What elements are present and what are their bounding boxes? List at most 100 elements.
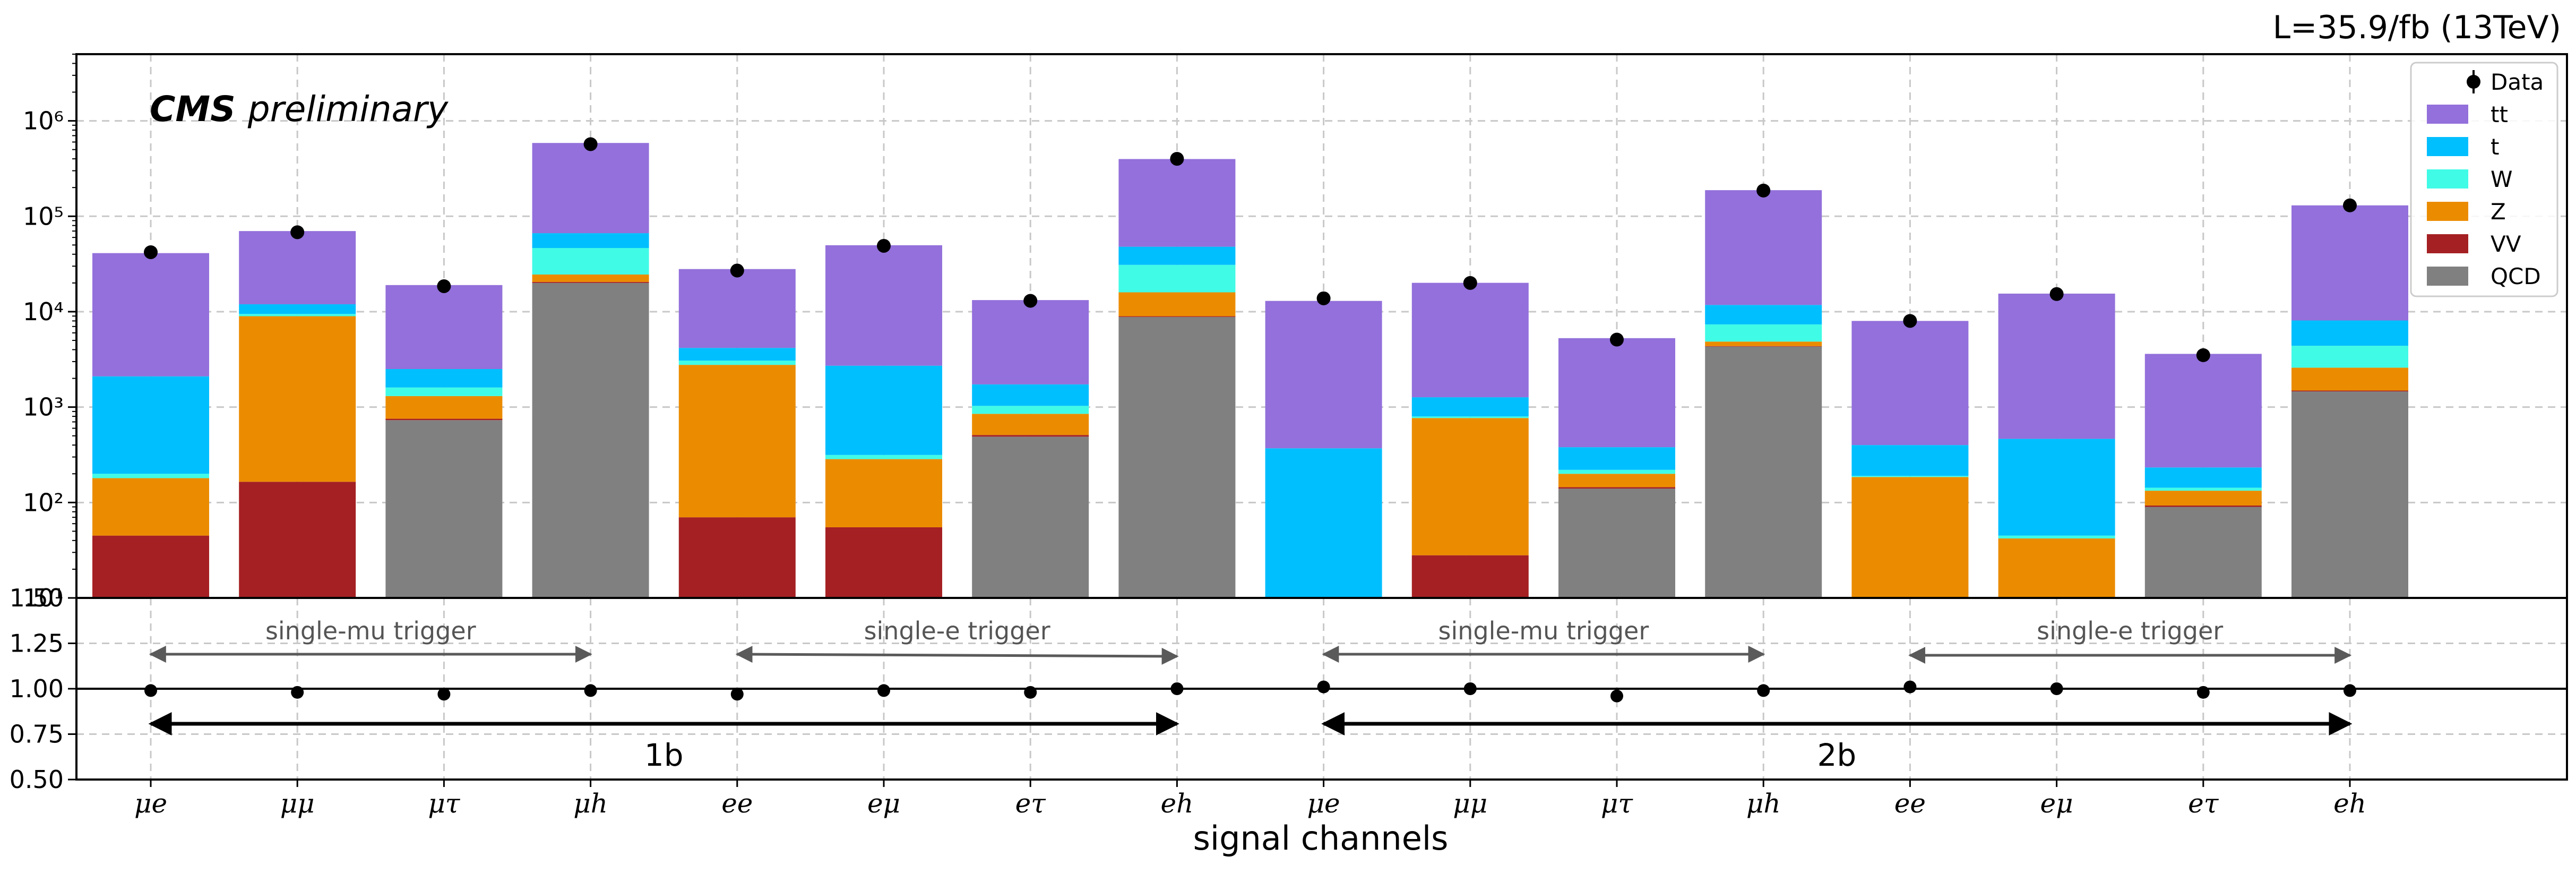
x-axis-title: signal channels (1193, 819, 1449, 858)
legend-label: t (2491, 134, 2499, 160)
bar-segment-z (1118, 292, 1236, 316)
trigger-arrow (735, 646, 1179, 665)
bar-segment-z (1411, 418, 1529, 555)
data-point (730, 263, 744, 278)
bar-segment-tt (1118, 159, 1236, 247)
ratio-point (2196, 686, 2210, 699)
x-tick-label: eμ (2040, 788, 2073, 819)
bar-segment-vv (239, 482, 356, 598)
legend-swatch-vv (2427, 234, 2468, 253)
bar-segment-z (239, 316, 356, 482)
bar-segment-vv (972, 435, 1089, 437)
bar-segment-z (2144, 491, 2262, 506)
trigger-label: single-mu trigger (265, 617, 476, 645)
bar-segment-t (1411, 397, 1529, 417)
bar-segment-t (1998, 439, 2115, 536)
cms-preliminary-text: preliminary (247, 89, 449, 130)
x-tick-label: μh (573, 788, 608, 819)
bar-segment-z (1558, 474, 1675, 487)
bar-segment-qcd (972, 437, 1089, 598)
legend-swatch-tt (2427, 105, 2468, 124)
bar-segment-w (532, 248, 649, 275)
bar-segment-tt (92, 253, 209, 376)
ratio-point (437, 688, 451, 701)
bar-segment-t (239, 304, 356, 314)
bar-segment-qcd (1705, 346, 1822, 598)
legend-swatch-qcd (2427, 267, 2468, 286)
data-point (1903, 314, 1917, 328)
ratio-point (584, 684, 597, 697)
cms-bold-text: CMS (150, 89, 236, 130)
data-point (1023, 294, 1038, 308)
bar-segment-qcd (385, 420, 503, 598)
bar-segment-w (1558, 469, 1675, 474)
bar-segment-w (1411, 416, 1529, 418)
legend-label: Data (2491, 69, 2544, 95)
cms-watermark: CMS preliminary (150, 89, 449, 130)
x-tick-label: μτ (428, 788, 460, 819)
ratio-point (1610, 689, 1623, 703)
bar-segment-t (1118, 246, 1236, 265)
bar-segment-t (1265, 448, 1382, 598)
bar-segment-vv (2291, 390, 2408, 392)
bar-segment-tt (825, 245, 942, 366)
bar-segment-w (1705, 324, 1822, 342)
x-tick-label: eh (2333, 788, 2366, 819)
data-point (1316, 291, 1331, 305)
x-tick-label: ee (721, 788, 753, 819)
x-tick-label: μτ (1601, 788, 1633, 819)
bar-segment-w (92, 474, 209, 478)
data-points (144, 137, 2357, 362)
corner-label: L=35.9/fb (13TeV) (2273, 9, 2561, 46)
trigger-label: single-mu trigger (1438, 617, 1649, 645)
data-point (437, 279, 451, 293)
trigger-label: single-e trigger (864, 617, 1050, 645)
bar-segment-t (972, 384, 1089, 406)
bar-segment-w (2144, 487, 2262, 491)
bar-segment-z (1705, 341, 1822, 346)
annotations: single-mu trigger single-e trigger single-… (148, 617, 2353, 773)
bar-segment-tt (239, 231, 356, 304)
bar-segment-tt (2144, 354, 2262, 468)
bar-segment-w (972, 406, 1089, 414)
ratio-points (144, 680, 2356, 703)
x-tick-label: eμ (867, 788, 900, 819)
bar-segment-qcd (1558, 489, 1675, 598)
bar-segment-t (678, 348, 796, 361)
legend-label: QCD (2491, 263, 2541, 289)
bar-segment-qcd (2144, 507, 2262, 598)
data-point (2196, 348, 2210, 362)
x-tick-label: eh (1161, 788, 1194, 819)
data-point (877, 238, 891, 253)
bar-segment-t (385, 369, 503, 388)
bar-segment-t (825, 365, 942, 455)
bar-segment-vv (92, 535, 209, 598)
bar-segment-vv (385, 418, 503, 421)
bar-segment-z (825, 459, 942, 527)
y-tick-label: 10⁴ (23, 297, 64, 326)
ratio-point (1757, 684, 1770, 697)
bar-segment-vv (678, 517, 796, 598)
bar-segment-tt (1411, 283, 1529, 398)
bar-segment-t (2291, 320, 2408, 346)
x-tick-label: ee (1894, 788, 1926, 819)
bar-segment-qcd (532, 283, 649, 598)
data-point (1463, 276, 1477, 290)
bar-segment-w (678, 361, 796, 365)
bar-segment-tt (972, 300, 1089, 384)
y-tick-label: 10¹ (23, 584, 64, 612)
legend-label: tt (2491, 101, 2508, 127)
legend-swatch-z (2427, 202, 2468, 221)
bar-segment-tt (1851, 321, 1969, 446)
ratio-point (1463, 682, 1477, 695)
bar-segment-z (678, 365, 796, 518)
bar-segment-w (1118, 264, 1236, 293)
bar-segment-vv (1558, 487, 1675, 489)
bar-segment-vv (1705, 346, 1822, 347)
bar-segment-w (1851, 476, 1969, 477)
bar-segment-z (385, 396, 503, 419)
bar-segment-t (1705, 305, 1822, 324)
bar-segment-tt (2291, 205, 2408, 321)
